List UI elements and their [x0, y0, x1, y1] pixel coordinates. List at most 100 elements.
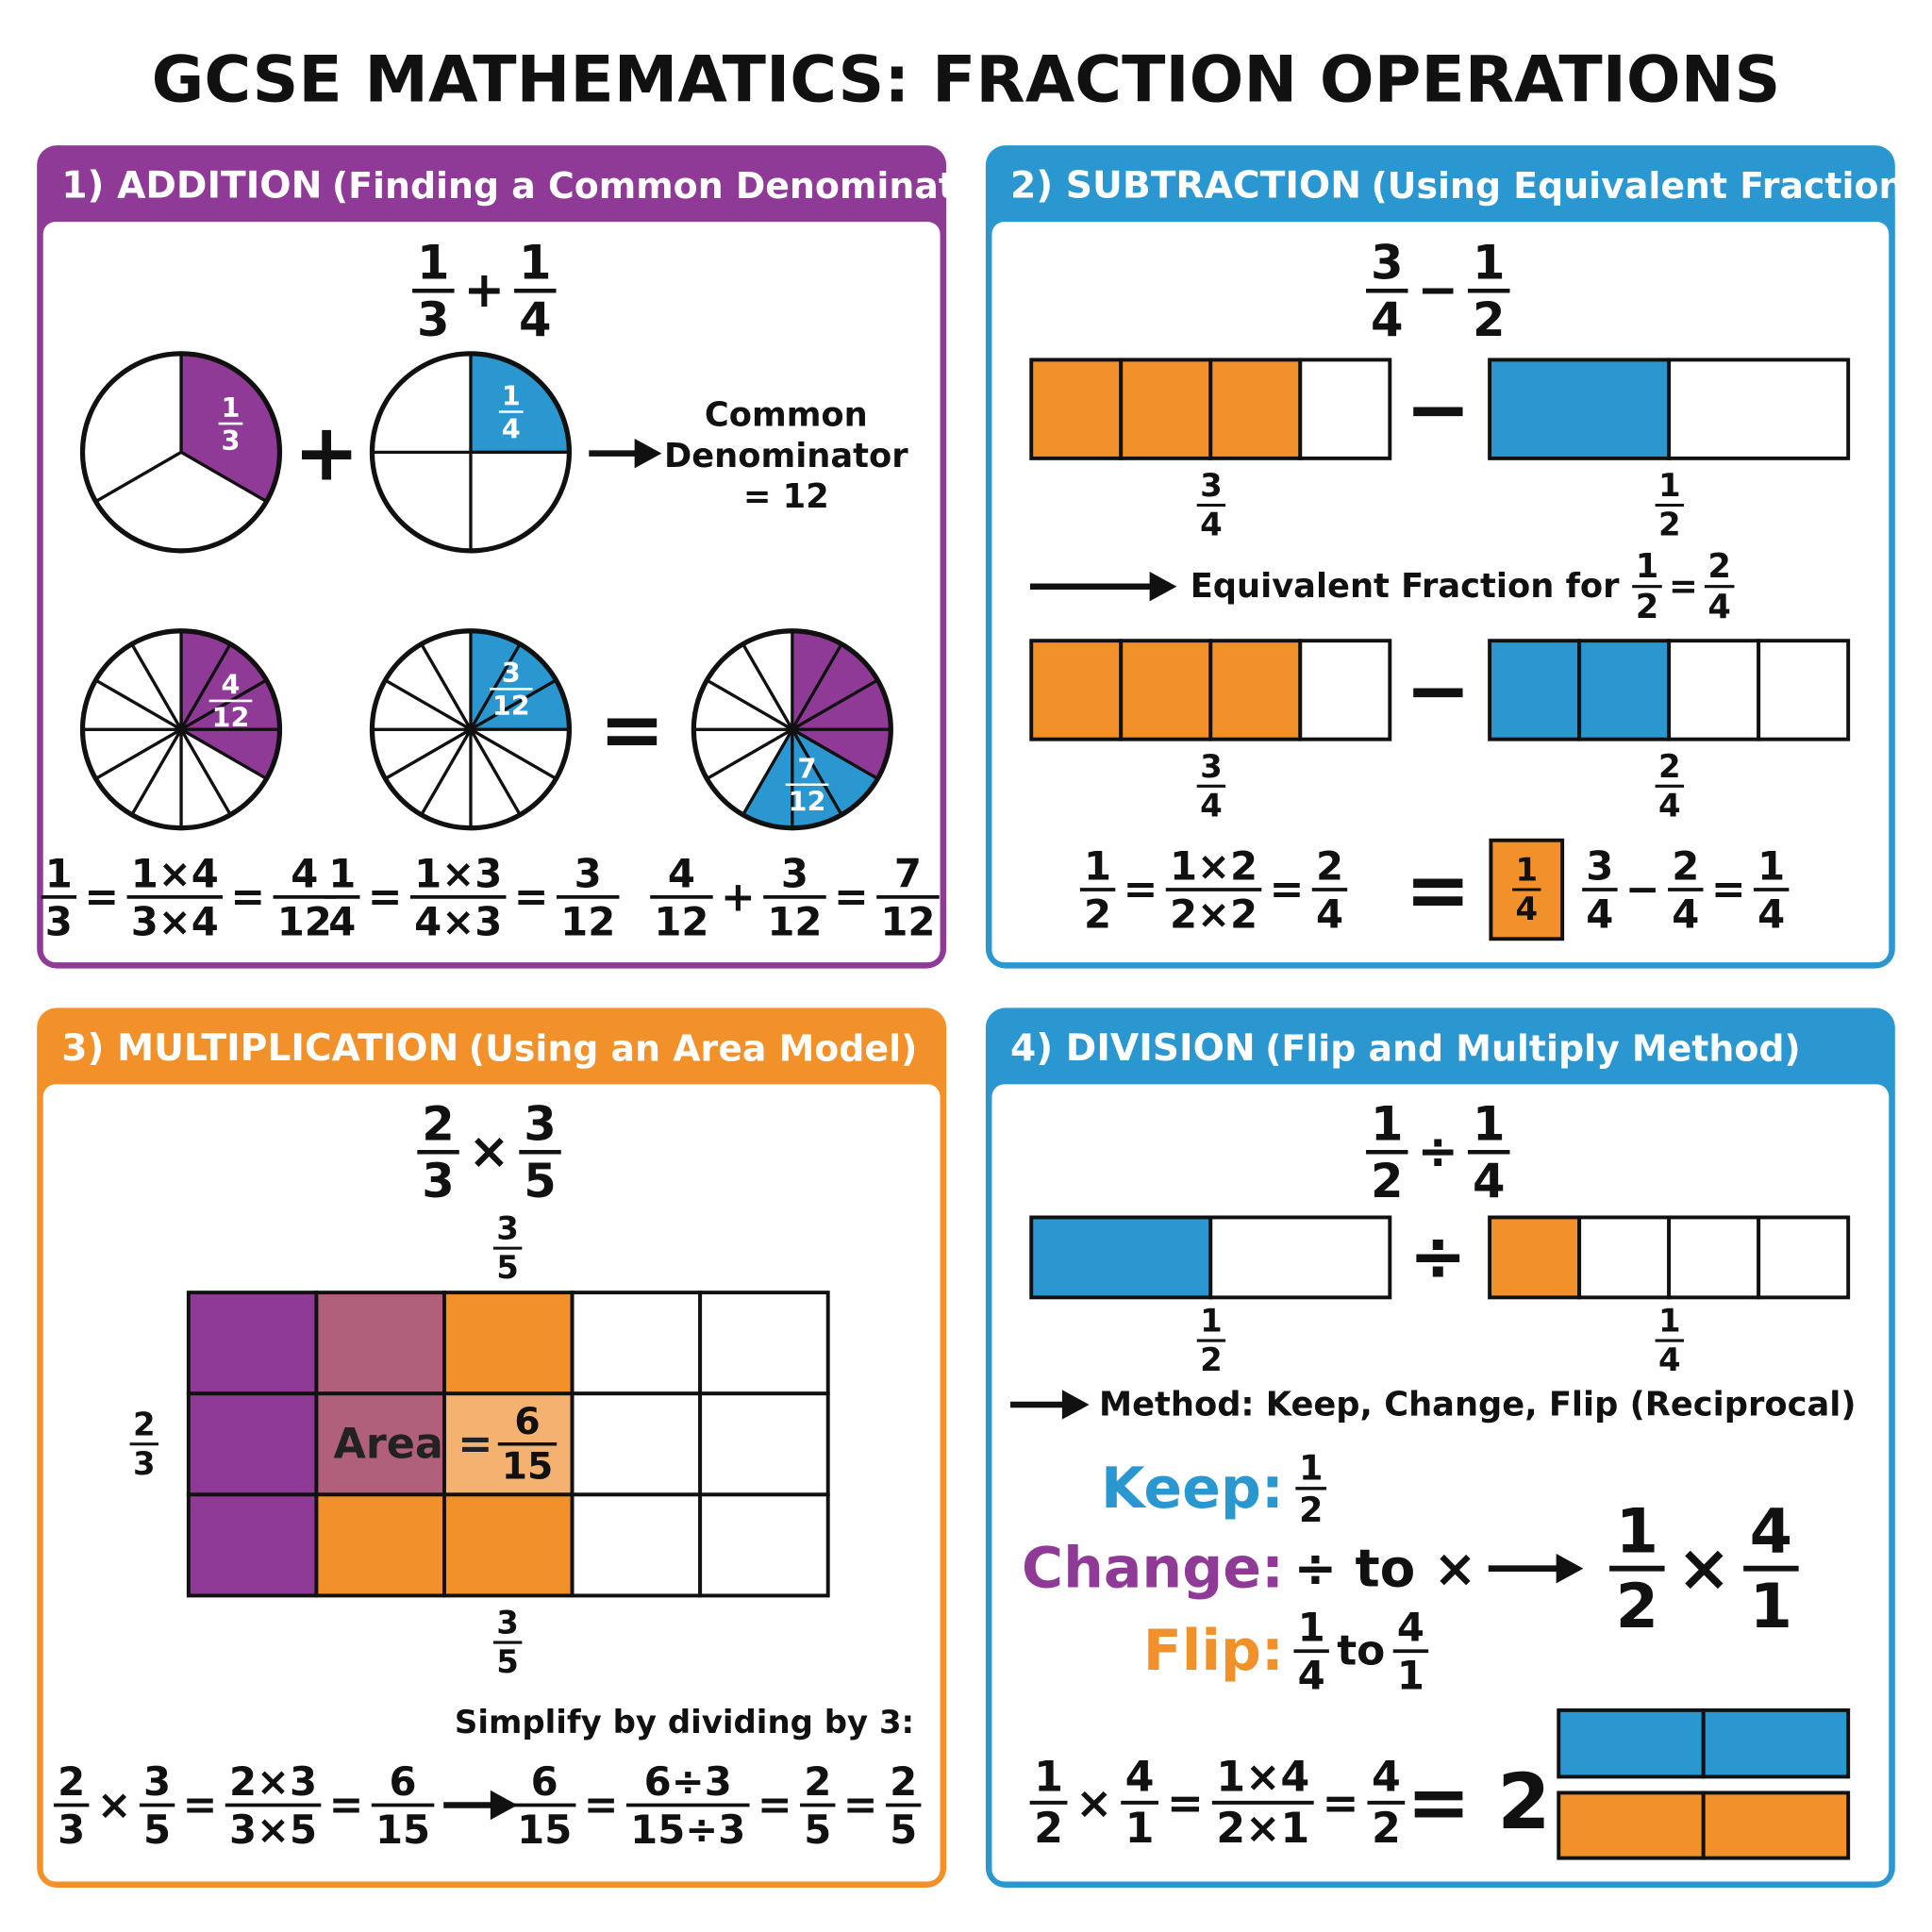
- denominator: 5: [524, 1154, 557, 1208]
- note-line: Denominator: [664, 437, 908, 475]
- operator: −: [1417, 262, 1458, 319]
- expression: 12× 41= 1×42×1= 42: [1029, 1754, 1406, 1853]
- expression: 615= 6÷315÷3= 25= 25: [512, 1758, 922, 1853]
- numerator: 4: [291, 850, 318, 896]
- operator: =: [230, 873, 265, 921]
- bar-cell: [1208, 639, 1303, 741]
- area-cell: [186, 1492, 319, 1598]
- area-cell: [698, 1492, 830, 1598]
- numerator: 3: [1200, 748, 1223, 786]
- denominator: 1: [1125, 1805, 1155, 1853]
- denominator: 2: [1084, 891, 1111, 937]
- denominator: 2: [1034, 1805, 1063, 1853]
- numerator: 1: [45, 850, 73, 896]
- denominator: 4: [1672, 891, 1699, 937]
- keep-label: Keep:: [1101, 1456, 1284, 1522]
- numerator: 7: [894, 850, 922, 896]
- numerator: 4: [221, 669, 240, 701]
- numerator: 3: [496, 1210, 519, 1248]
- operator: +: [721, 873, 756, 921]
- fraction: 12: [1295, 1447, 1327, 1530]
- operator: =: [368, 873, 403, 921]
- area-cell: [186, 1391, 319, 1497]
- numerator: 4: [1372, 1754, 1401, 1802]
- denominator: 15: [375, 1807, 430, 1853]
- numerator: 2: [1707, 547, 1731, 586]
- operator: ×: [1075, 1777, 1112, 1828]
- denominator: 2: [1200, 1341, 1223, 1379]
- denominator: 15: [502, 1446, 554, 1489]
- fraction: 14: [1512, 852, 1541, 928]
- note-line: = 12: [743, 477, 829, 516]
- denominator: 2: [1299, 1490, 1323, 1530]
- numerator: 6: [514, 1401, 540, 1443]
- denominator: 1: [1750, 1571, 1792, 1642]
- note-line: Common: [705, 396, 868, 435]
- denominator: 12: [880, 898, 935, 944]
- denominator: 3: [45, 898, 73, 944]
- denominator: 3×4: [131, 898, 219, 944]
- numerator: 3: [502, 657, 521, 689]
- denominator: 5: [496, 1643, 519, 1681]
- bar-cell: [1119, 639, 1213, 741]
- numerator: 2: [890, 1758, 917, 1805]
- pie-outline: [369, 628, 573, 831]
- numerator: 4: [1397, 1605, 1424, 1651]
- area-cell: [314, 1291, 446, 1396]
- fraction: 34: [1196, 467, 1226, 544]
- change-value: ÷ to ×: [1293, 1539, 1476, 1599]
- bar-cell: [1701, 1707, 1851, 1779]
- denominator: 2: [1658, 507, 1681, 544]
- expression: 12= 24: [1632, 547, 1735, 626]
- numerator: 4: [668, 850, 695, 896]
- bar-cell: [1298, 639, 1392, 741]
- panel-subheading: (Using Equivalent Fractions): [1371, 165, 1932, 207]
- bar-cell: [1667, 639, 1761, 741]
- numerator: 2: [1672, 842, 1699, 889]
- fraction: 23: [129, 1406, 159, 1483]
- fraction: 34: [1196, 748, 1226, 824]
- equivalent-text: Equivalent Fraction for: [1191, 567, 1620, 606]
- expression: 23× 35: [417, 1096, 561, 1208]
- operator: +: [463, 262, 505, 319]
- equals-sign: =: [599, 683, 665, 775]
- expression: 12= 1×22×2= 24: [1079, 842, 1348, 937]
- operator: ÷: [1409, 1217, 1467, 1297]
- operator: −: [1405, 643, 1471, 736]
- bar-cell: [1119, 358, 1213, 460]
- bar-cell: [1488, 358, 1672, 460]
- denominator: 3: [422, 1154, 455, 1208]
- numerator: 1: [1298, 1605, 1325, 1651]
- expression: 13+ 14: [412, 235, 557, 347]
- expression: 34− 24= 14: [1582, 842, 1790, 937]
- operator: =: [1323, 1777, 1359, 1828]
- operator: =: [1669, 566, 1698, 607]
- bar-cell: [1757, 639, 1851, 741]
- operator: =: [843, 1781, 878, 1829]
- numerator: 1: [1515, 852, 1538, 890]
- expression: 14= 1×34×3= 312: [325, 850, 620, 944]
- denominator: 4: [1316, 891, 1343, 937]
- numerator: 3: [1586, 842, 1613, 889]
- denominator: 3: [133, 1445, 156, 1483]
- plus-sign: +: [293, 406, 359, 498]
- denominator: 4: [502, 412, 521, 444]
- bar-cell: [1757, 1215, 1851, 1300]
- denominator: 5: [143, 1807, 171, 1853]
- area-cell: [442, 1492, 575, 1598]
- expression: 12÷ 14: [1366, 1096, 1510, 1208]
- arrow-head: [634, 438, 662, 469]
- numerator: 1: [328, 850, 356, 896]
- numerator: 1: [221, 391, 240, 424]
- area-cell: [570, 1391, 703, 1497]
- numerator: 1: [1616, 1496, 1658, 1568]
- denominator: 4: [1371, 292, 1404, 347]
- fraction: 35: [492, 1605, 523, 1681]
- area-cell: [698, 1291, 830, 1396]
- denominator: 2: [1372, 1805, 1401, 1853]
- denominator: 3×5: [229, 1807, 317, 1853]
- bar-cell: [1298, 358, 1392, 460]
- denominator: 12: [212, 702, 250, 734]
